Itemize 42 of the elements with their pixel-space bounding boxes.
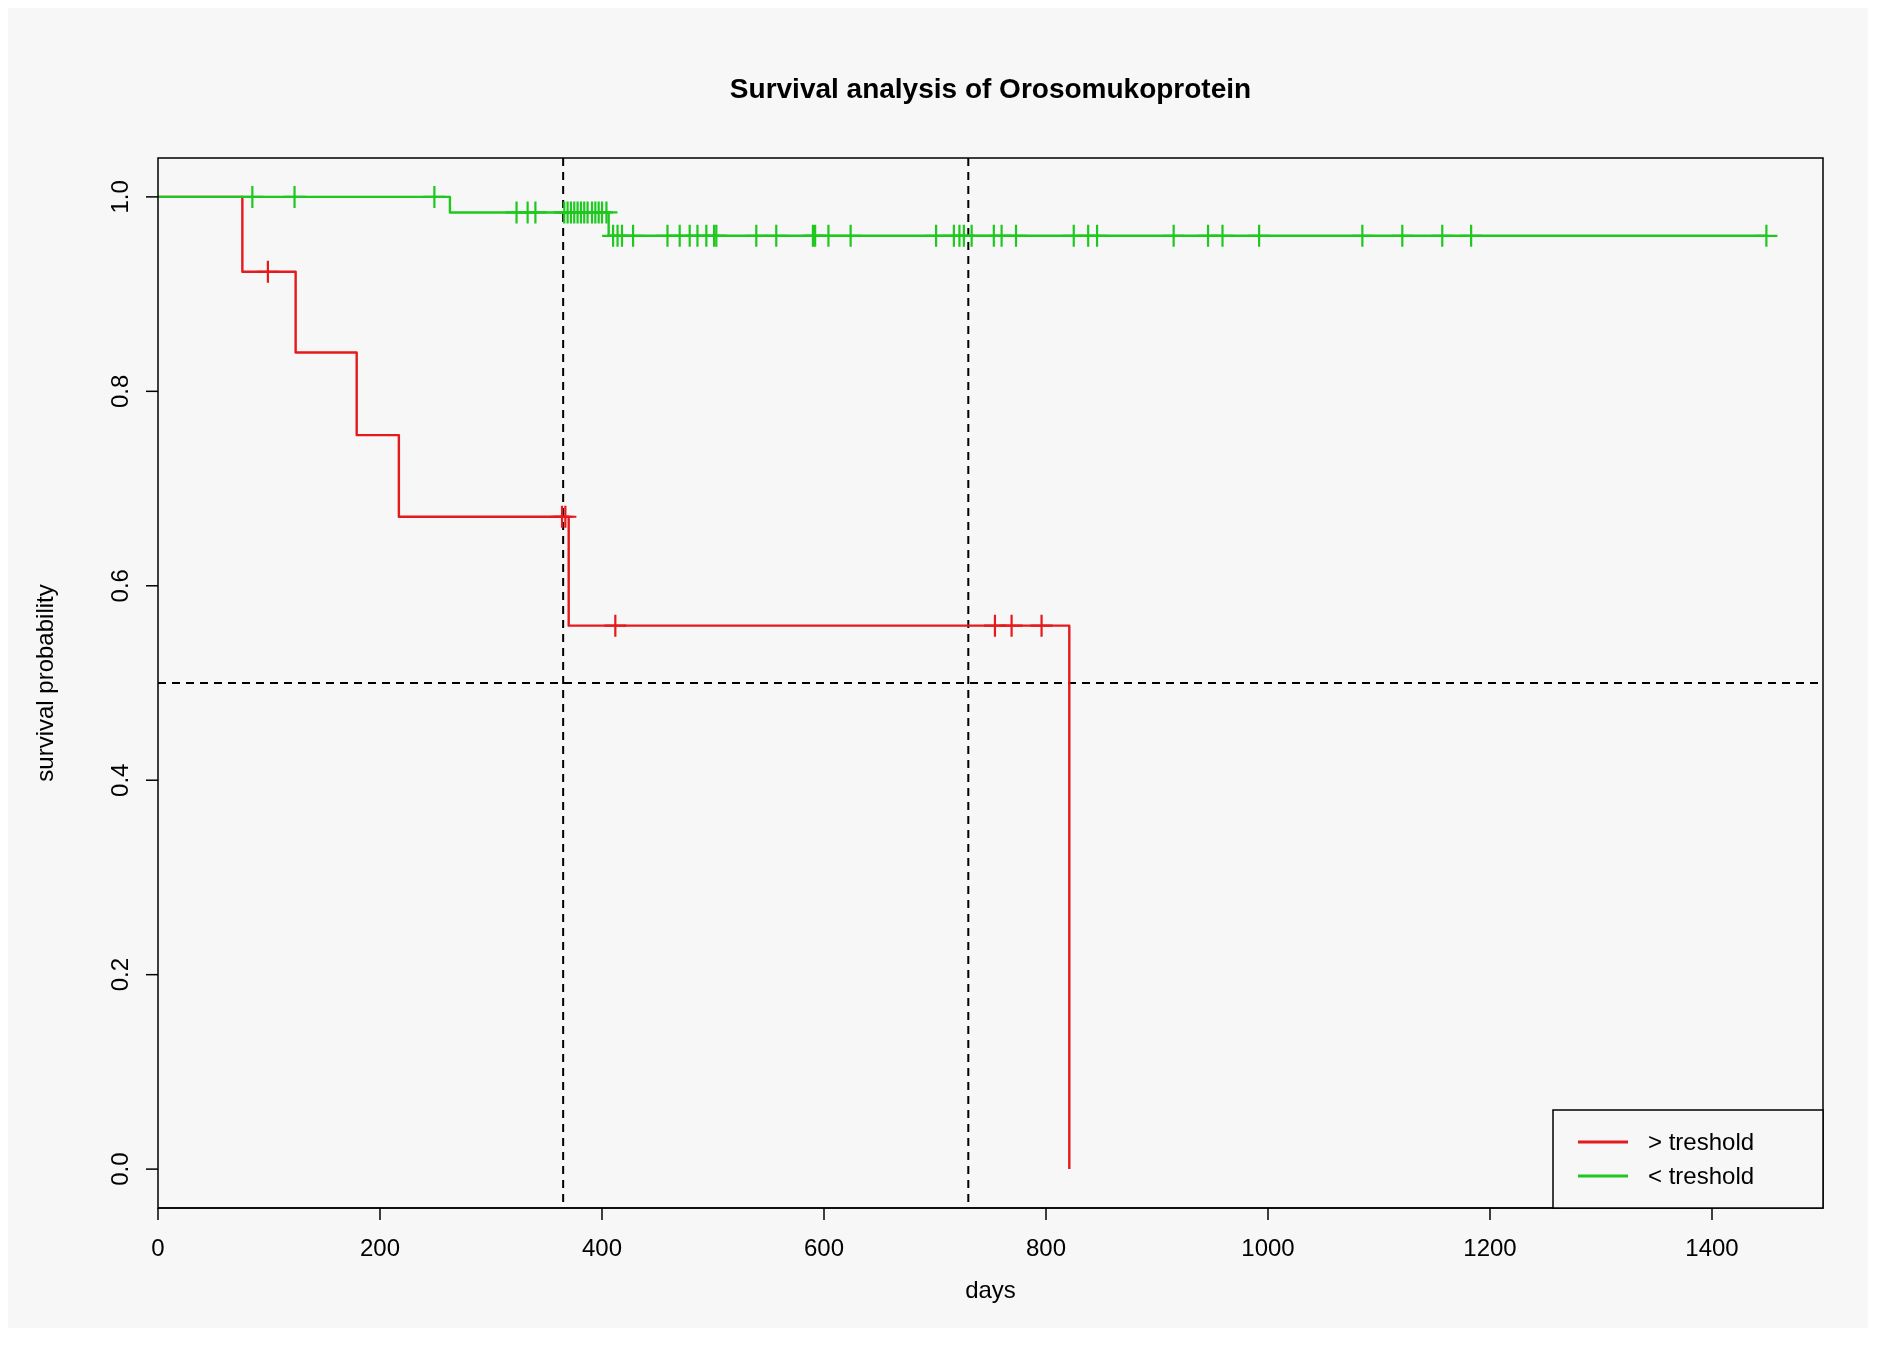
point (1162, 224, 1185, 247)
x-tick-label: 200 (359, 1234, 401, 1261)
x-tick-label: 1200 (1463, 1234, 1517, 1261)
point (423, 185, 446, 208)
y-tick-label: 0.0 (106, 1152, 133, 1186)
point (1086, 224, 1109, 247)
point (765, 224, 788, 247)
point (524, 201, 547, 224)
point (1460, 224, 1483, 247)
point (1391, 224, 1414, 247)
point (1431, 224, 1454, 247)
point (622, 224, 645, 247)
x-tick-label: 400 (581, 1234, 623, 1261)
point (1755, 224, 1778, 247)
x-tick-label: 0 (151, 1234, 165, 1261)
point (1211, 224, 1234, 247)
x-tick-label: 1400 (1685, 1234, 1739, 1261)
point (283, 185, 306, 208)
point (1005, 224, 1028, 247)
y-tick-label: 0.4 (106, 763, 133, 797)
y-tick-label: 0.6 (106, 569, 133, 603)
point (839, 224, 862, 247)
x-axis-title: days (965, 1276, 1016, 1303)
y-axis-title: survival probability (31, 584, 58, 782)
point (604, 614, 627, 637)
x-tick-label: 800 (1025, 1234, 1067, 1261)
point (960, 224, 983, 247)
point (1030, 614, 1053, 637)
point (256, 260, 279, 283)
y-tick-label: 0.2 (106, 957, 133, 992)
y-tick-label: 0.8 (106, 374, 133, 409)
point (241, 185, 264, 208)
x-tick-label: 1000 (1241, 1234, 1295, 1261)
chart-title: Survival analysis of Orosomukoprotein (729, 73, 1252, 104)
legend-label: < treshold (1648, 1162, 1755, 1189)
legend-label: > treshold (1648, 1128, 1755, 1155)
point (817, 224, 840, 247)
point (1351, 224, 1374, 247)
y-tick-label: 1.0 (106, 180, 133, 214)
x-tick-label: 600 (803, 1234, 845, 1261)
point (1248, 224, 1271, 247)
point (1000, 614, 1023, 637)
